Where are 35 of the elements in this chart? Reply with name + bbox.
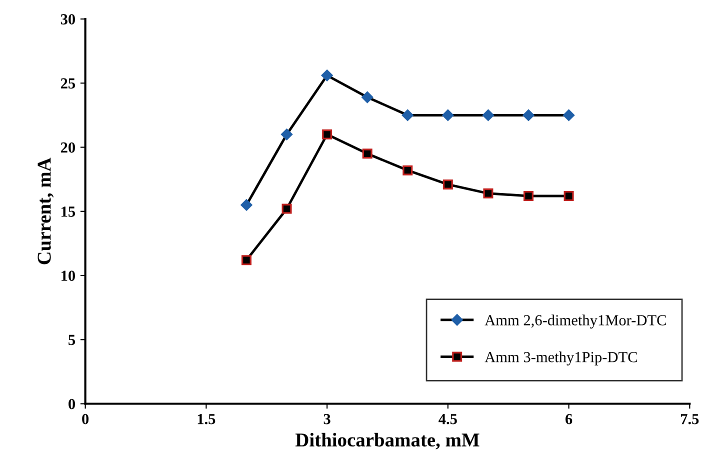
x-tick-label: 3 — [324, 414, 330, 424]
x-tick-label: 1.5 — [198, 414, 216, 424]
point — [442, 109, 454, 121]
point — [482, 109, 494, 121]
x-tick-label: 0 — [82, 414, 89, 424]
y-tick-label: 5 — [68, 334, 76, 346]
y-tick-label: 20 — [60, 142, 76, 153]
point — [522, 109, 534, 121]
y-tick-label: 30 — [60, 14, 76, 24]
point — [362, 148, 372, 159]
y-tick-label: 0 — [68, 398, 76, 410]
y-tick-label: 25 — [60, 78, 76, 89]
x-axis-title: Dithiocarbamate, mM — [296, 432, 480, 450]
point — [241, 255, 252, 266]
y-tick-label: 10 — [62, 270, 76, 281]
legend-label: Amm 2,6-dimethy1Mor-DTC — [484, 314, 666, 329]
x-tick-label: 6 — [566, 414, 572, 424]
point — [281, 128, 293, 140]
point — [240, 199, 252, 211]
x-tick-label: 4.5 — [438, 414, 457, 424]
point — [524, 190, 534, 201]
point — [483, 188, 494, 198]
y-tick-label: 15 — [62, 206, 76, 217]
point — [321, 70, 333, 82]
y-axis-title: Current, mA — [38, 158, 54, 264]
point — [402, 109, 414, 121]
x-tick-label: 7.5 — [680, 414, 699, 424]
point — [402, 165, 413, 176]
point — [362, 91, 374, 103]
point — [442, 179, 453, 190]
point — [282, 204, 292, 214]
legend-label: Amm 3-methy1Pip-DTC — [484, 352, 637, 366]
point — [563, 109, 575, 121]
point — [564, 190, 574, 201]
point — [322, 129, 332, 140]
